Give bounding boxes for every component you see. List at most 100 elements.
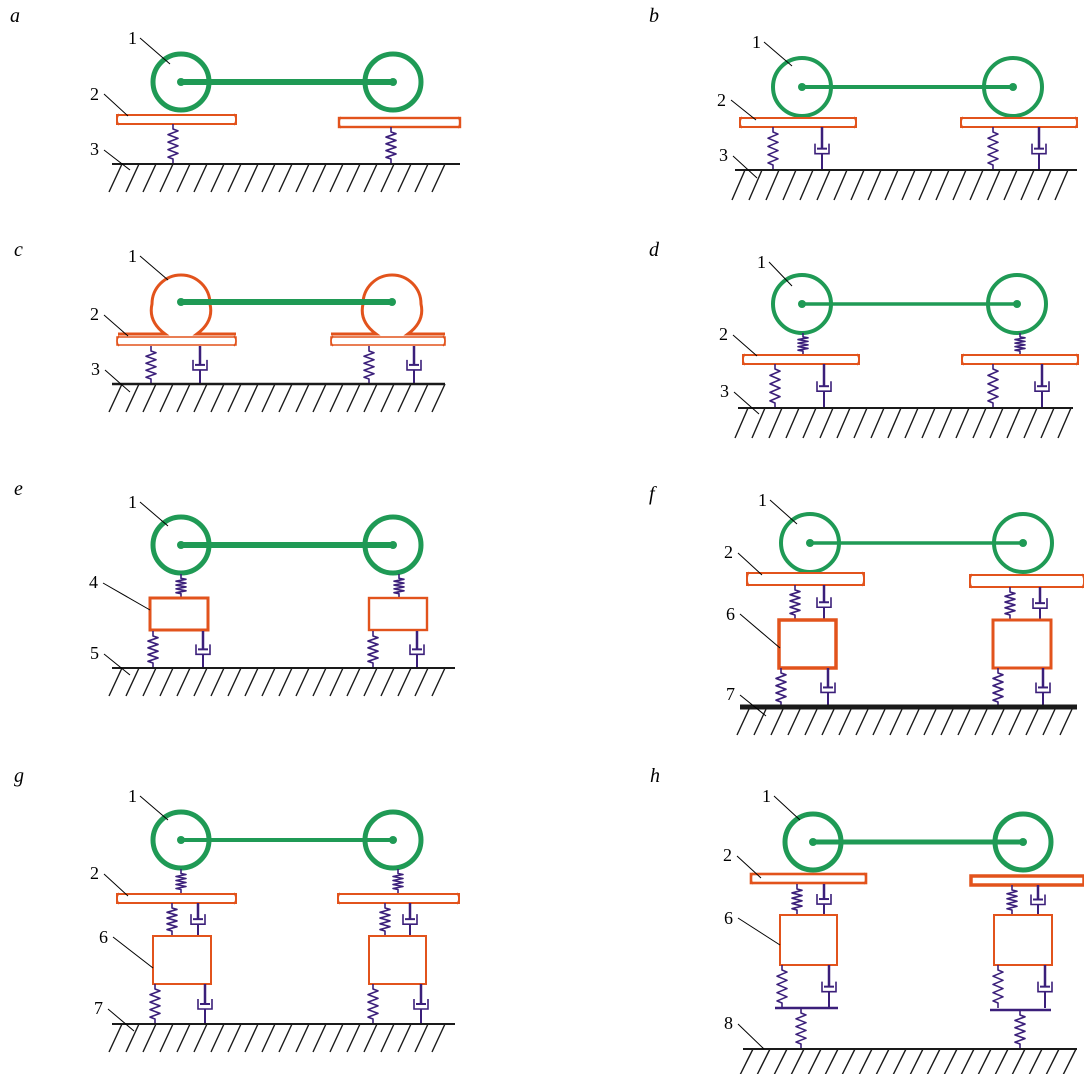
- hatch-stroke: [380, 667, 395, 697]
- panel-c: c 1 2 3: [14, 239, 446, 413]
- hatch-stroke: [210, 163, 225, 193]
- leader-line: [139, 795, 169, 821]
- hatch-stroke: [210, 1023, 225, 1053]
- hatch-stroke: [1037, 169, 1052, 201]
- number-label-2: 2: [719, 324, 728, 344]
- spring: [145, 346, 157, 384]
- spring: [367, 984, 379, 1024]
- hatch-stroke: [125, 163, 140, 193]
- panel-label-e: e: [14, 478, 23, 500]
- spring: [149, 984, 161, 1024]
- number-label-6: 6: [724, 908, 733, 928]
- rail-beam: [116, 893, 237, 904]
- hatch-stroke: [731, 169, 746, 201]
- hatch-stroke: [785, 407, 800, 439]
- panel-label-h: h: [650, 765, 660, 787]
- hatch-stroke: [875, 1048, 890, 1076]
- number-label-1: 1: [128, 492, 137, 512]
- hatch-stroke: [397, 667, 412, 697]
- omega-pad: [331, 273, 445, 336]
- hatch-stroke: [108, 383, 123, 413]
- hatch-stroke: [210, 383, 225, 413]
- spring: [795, 1008, 807, 1049]
- hatch-stroke: [312, 1023, 327, 1053]
- hatch-stroke: [918, 169, 933, 201]
- hatch-stroke: [833, 169, 848, 201]
- number-label-8: 8: [724, 1013, 733, 1033]
- rail-end-right: [233, 335, 237, 347]
- spring: [379, 903, 391, 936]
- rail-end-left: [338, 116, 342, 129]
- leader-line: [103, 873, 129, 897]
- hatch-stroke: [414, 163, 429, 193]
- rail-end-left: [739, 116, 743, 129]
- spring: [992, 965, 1004, 1008]
- hatch-stroke: [1054, 169, 1069, 201]
- hatch-stroke: [431, 1023, 446, 1053]
- hatch-stroke: [363, 383, 378, 413]
- rail-end-right: [1074, 116, 1078, 129]
- hatch-stroke: [312, 163, 327, 193]
- spring: [775, 668, 787, 707]
- hatch-stroke: [380, 163, 395, 193]
- hatch-stroke: [748, 169, 763, 201]
- hatch-stroke: [736, 706, 751, 736]
- hatch-stroke: [346, 667, 361, 697]
- rail-end-left: [330, 335, 334, 347]
- hatch-stroke: [836, 407, 851, 439]
- spring: [1006, 885, 1018, 915]
- leader-line: [736, 855, 762, 879]
- hatch-stroke: [346, 1023, 361, 1053]
- rail-beam: [116, 114, 237, 125]
- spring: [367, 631, 379, 668]
- hatch-stroke: [295, 383, 310, 413]
- leader-line: [773, 795, 801, 821]
- hatch-stroke: [261, 163, 276, 193]
- hatch-stroke: [210, 667, 225, 697]
- spring: [166, 903, 178, 936]
- hatch-stroke: [972, 407, 987, 439]
- hatch-stroke: [994, 1048, 1009, 1076]
- hatch-stroke: [176, 667, 191, 697]
- spring: [363, 346, 375, 384]
- hatch-stroke: [125, 667, 140, 697]
- hatch-stroke: [295, 163, 310, 193]
- hatch-stroke: [176, 383, 191, 413]
- hatch-stroke: [938, 407, 953, 439]
- hatch-stroke: [431, 667, 446, 697]
- mass-block: [368, 935, 427, 985]
- leader-line: [737, 552, 763, 576]
- leader-line: [737, 917, 781, 946]
- hatch-stroke: [142, 383, 157, 413]
- rail-end-left: [746, 571, 750, 587]
- leader-line: [739, 613, 781, 649]
- hatch-stroke: [1057, 407, 1072, 439]
- spring: [167, 124, 179, 164]
- number-label-3: 3: [720, 381, 729, 401]
- hatch-stroke: [977, 1048, 992, 1076]
- mass-block: [367, 596, 429, 632]
- hatch-stroke: [142, 163, 157, 193]
- rail-end-right: [863, 872, 867, 885]
- spring: [767, 127, 779, 170]
- hatch-stroke: [193, 1023, 208, 1053]
- hatch-stroke: [770, 706, 785, 736]
- hatch-stroke: [261, 1023, 276, 1053]
- hatch-stroke: [753, 706, 768, 736]
- spring: [1014, 333, 1026, 355]
- rail-beam: [960, 117, 1078, 128]
- hatch-stroke: [1028, 1048, 1043, 1076]
- panel-label-f: f: [649, 483, 657, 505]
- hatch-stroke: [278, 163, 293, 193]
- panel-b: b 1 2 3: [649, 5, 1078, 201]
- mass-block: [148, 596, 210, 632]
- hatch-stroke: [989, 407, 1004, 439]
- spring: [791, 884, 803, 915]
- rail-beam: [739, 117, 857, 128]
- rail-beam: [969, 874, 1084, 887]
- hatch-stroke: [802, 407, 817, 439]
- hatch-stroke: [1020, 169, 1035, 201]
- panel-label-g: g: [14, 765, 24, 787]
